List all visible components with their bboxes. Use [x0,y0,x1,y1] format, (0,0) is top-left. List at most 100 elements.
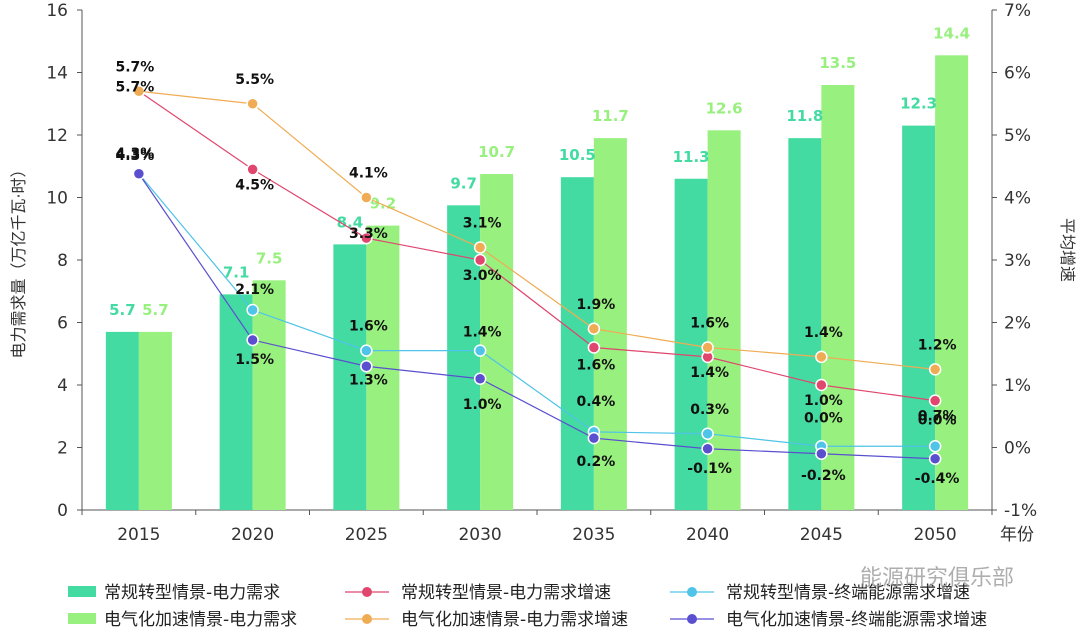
y-right-tick-label: 3% [1004,251,1031,271]
bar-value-label: 12.6 [706,99,743,117]
bar-value-label: 11.8 [786,107,823,125]
series-0-value-label: 3.3% [349,226,388,242]
y-right-tick-label: -1% [1004,501,1037,521]
series-2-marker [360,344,373,357]
legend-swatch-marker [362,587,372,597]
series-3-marker [246,333,259,347]
x-tick-label: 2025 [345,525,388,545]
y-right-tick-label: 7% [1004,1,1031,21]
bar-electrification [821,85,855,510]
series-0-value-label: 3.0% [463,268,502,284]
series-1-value-label: 1.6% [690,316,729,332]
y-right-tick-label: 6% [1004,64,1031,84]
bar-electrification [935,55,969,510]
y-right-tick-label: 4% [1004,189,1031,209]
series-1-marker [928,363,942,376]
series-0-marker [473,253,487,267]
y-left-tick-label: 6 [57,314,68,334]
bar-value-label: 11.7 [592,107,629,125]
legend-label: 电气化加速情景-电力需求增速 [401,610,628,630]
legend-label: 常规转型情景-终端能源需求增速 [726,583,970,603]
bar-electrification [252,280,286,510]
series-1-marker [246,97,259,110]
y-axis-right-title: 平均增速 [1058,218,1077,282]
y-left-tick-label: 2 [57,439,68,459]
bar-value-label: 10.5 [559,146,596,164]
series-1-marker [815,350,828,364]
series-line-0 [138,90,936,402]
series-1-value-label: 5.5% [235,72,274,88]
series-1-value-label: 3.1% [463,216,502,232]
series-0-value-label: 1.6% [576,358,615,374]
bar-value-label: 11.3 [673,148,710,166]
series-1-value-label: 1.2% [918,337,957,353]
bar-conventional [219,294,253,510]
series-1-marker [360,191,373,204]
legend-swatch-bar [68,613,96,624]
bar-value-label: 7.1 [223,263,250,281]
bar-value-label: 14.4 [933,24,970,42]
y-left-tick-label: 10 [46,189,68,209]
bar-value-label: 7.5 [256,249,283,267]
series-2-value-label: 0.0% [804,410,843,426]
y-right-tick-label: 0% [1004,439,1031,459]
series-3-marker [928,452,942,465]
x-tick-label: 2035 [572,525,615,545]
series-1-value-label: 1.9% [576,297,615,313]
series-3-value-label: -0.4% [915,471,960,487]
series-0-value-label: 1.4% [690,365,729,381]
y-axis-left-title: 电力需求量（万亿千瓦·时） [9,161,28,358]
x-tick-label: 2020 [231,525,274,545]
series-3-value-label: 0.2% [576,454,615,470]
series-0-value-label: 1.0% [804,393,843,409]
series-1-marker [587,322,601,335]
bar-conventional [902,125,936,510]
series-1-marker [132,85,146,98]
series-2-marker [928,440,942,453]
extra-value-label: 4.3% [115,146,154,162]
watermark: 能源研究俱乐部 [860,566,1014,591]
series-2-value-label: 0.0% [918,412,957,428]
x-tick-label: 2040 [686,525,729,545]
series-2-value-label: 2.1% [235,282,274,298]
bar-value-label: 8.4 [337,213,364,231]
series-2-value-label: 1.6% [349,319,388,335]
series-0-value-label: 0.7% [918,409,957,425]
series-2-marker [473,344,487,357]
y-left-tick-label: 12 [46,126,68,146]
x-tick-label: 2030 [458,525,501,545]
bar-value-label: 10.7 [478,143,515,161]
series-2-value-label: 1.4% [463,325,502,341]
series-0-value-label: 5.7% [115,79,154,95]
bar-value-label: 9.7 [450,174,477,192]
series-1-marker [701,341,714,354]
series-2-value-label: 0.4% [576,394,615,410]
y-left-tick-label: 8 [57,251,68,271]
x-tick-label: 2045 [800,525,843,545]
series-3-marker [473,372,487,385]
bar-conventional [447,205,481,510]
series-3-marker [587,431,601,445]
series-1-value-label: 1.4% [804,325,843,341]
legend-swatch-marker [362,614,372,624]
series-0-marker [815,378,828,392]
legend-label: 电气化加速情景-电力需求 [104,610,297,630]
y-left-tick-label: 0 [57,501,68,521]
series-0-marker [587,341,601,354]
series-0-marker [246,163,259,176]
series-0-value-label: 4.5% [235,177,274,193]
series-3-value-label: 4.3% [115,148,154,164]
series-3-marker [815,447,828,460]
y-left-tick-label: 16 [46,1,68,21]
y-right-tick-label: 2% [1004,314,1031,334]
legend-label: 常规转型情景-电力需求 [104,583,280,603]
series-2-marker [246,303,259,317]
x-tick-label: 2015 [117,525,160,545]
series-line-2 [138,173,936,447]
legend-swatch-bar [68,586,96,597]
series-3-value-label: 1.0% [463,397,502,413]
bar-value-label: 5.7 [109,301,136,319]
bar-electrification [138,331,172,510]
bar-electrification [593,138,627,510]
